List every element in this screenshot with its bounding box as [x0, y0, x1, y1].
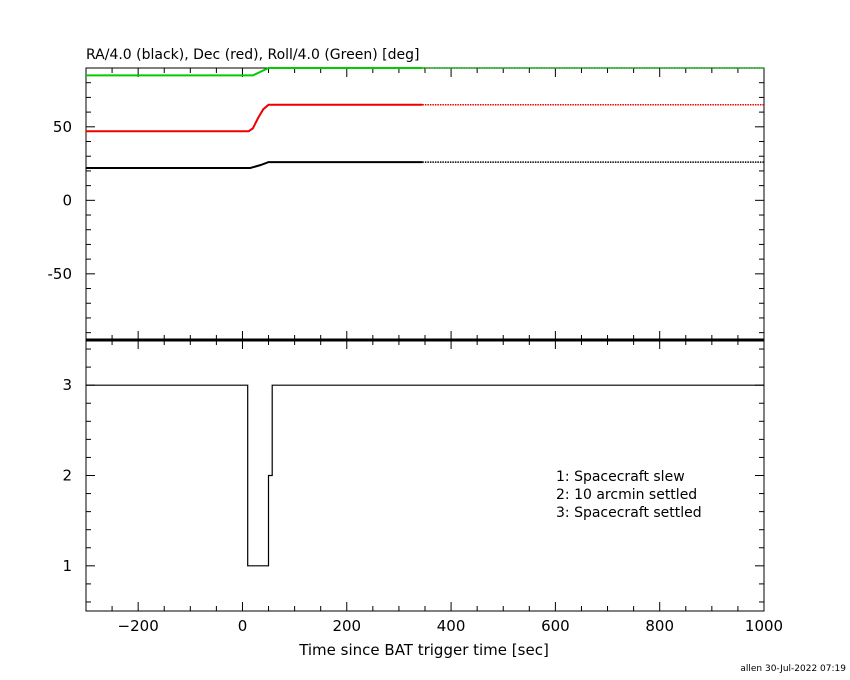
status-line — [86, 384, 764, 567]
x-tick-label: 200 — [332, 617, 361, 635]
top-panel-title: RA/4.0 (black), Dec (red), Roll/4.0 (Gre… — [86, 47, 419, 63]
x-axis-label: Time since BAT trigger time [sec] — [298, 641, 549, 659]
top-panel-frame — [85, 67, 765, 341]
x-tick-label: 400 — [437, 617, 466, 635]
y-tick-label: 2 — [62, 467, 72, 485]
legend-entry: 3: Spacecraft settled — [556, 505, 702, 521]
series-line — [86, 103, 423, 133]
series-line — [86, 161, 423, 169]
top-panel: 50 0 -50 — [48, 67, 765, 341]
y-tick-label: -50 — [48, 265, 73, 283]
x-tick-label: 600 — [541, 617, 570, 635]
legend-entry: 2: 10 arcmin settled — [556, 487, 697, 503]
y-tick-label: 0 — [62, 191, 72, 209]
legend-entry: 1: Spacecraft slew — [556, 469, 685, 485]
x-tick-label: −200 — [118, 617, 159, 635]
x-tick-label: 0 — [238, 617, 248, 635]
y-tick-label: 1 — [62, 557, 72, 575]
series-line — [86, 67, 423, 77]
bottom-panel: −200 0 200 400 600 800 1000 3 2 1 — [62, 338, 783, 635]
x-tick-label: 800 — [645, 617, 674, 635]
y-tick-label: 3 — [62, 376, 72, 394]
legend: 1: Spacecraft slew 2: 10 arcmin settled 3:… — [556, 469, 702, 521]
x-tick-label: 1000 — [745, 617, 783, 635]
y-tick-label: 50 — [53, 118, 72, 136]
footer-timestamp: allen 30-Jul-2022 07:19 — [740, 664, 846, 674]
